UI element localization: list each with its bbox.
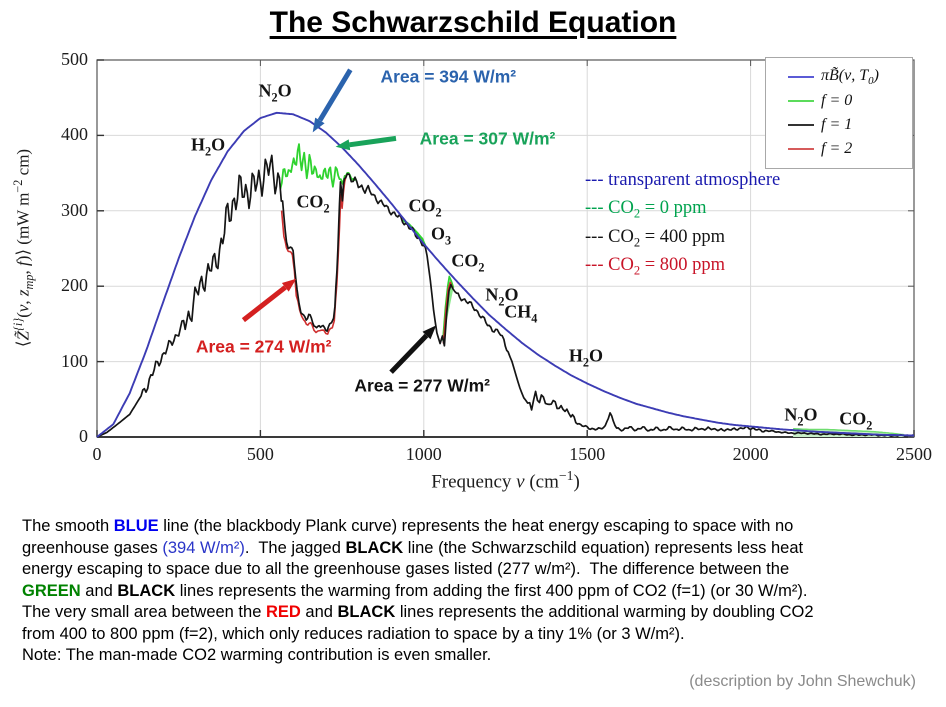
area-annotation: Area = 277 W/m² [354, 375, 490, 396]
x-axis-label: Frequency ν (cm−1) [431, 468, 580, 493]
gas-legend-line: --- CO2 = 400 ppm [585, 226, 726, 250]
legend-entry-label: f = 0 [821, 92, 853, 109]
description-segment: BLACK [345, 538, 404, 557]
x-tick-label: 1000 [405, 444, 442, 464]
molecule-label: CH4 [504, 301, 538, 326]
y-tick-label: 300 [61, 199, 88, 220]
series-f0-o3-spike [442, 275, 455, 341]
legend-entry: f = 0 [766, 89, 912, 113]
legend-line-swatch [788, 76, 814, 78]
description-segment: GREEN [22, 581, 81, 600]
series-planck [96, 111, 914, 438]
annotation-arrow-head [281, 278, 297, 292]
legend-entry-label: f = 1 [821, 116, 853, 133]
area-annotation: Area = 274 W/m² [195, 336, 332, 357]
description-segment: . The jagged [244, 538, 346, 557]
schwarzschild-chart: 0 500 1000 1500 2000 2500 0 100 200 300 400 500 Freq… [0, 48, 946, 506]
description-segment: lines represents the warming from adding… [22, 581, 808, 622]
legend-line-swatch [788, 124, 814, 126]
legend-entry-label: πB̃(ν, T0) [821, 66, 879, 88]
y-axis-label: ⟨Z̃{i}(ν, zmp, f)⟩ (mW m−2 cm) [10, 148, 37, 348]
annotation-arrow-line [241, 285, 287, 323]
legend-entry-label: f = 2 [821, 140, 853, 157]
annotation-arrow-head [422, 325, 437, 340]
y-tick-label: 500 [61, 49, 88, 69]
molecule-label: O3 [431, 223, 452, 247]
description-segment: BLACK [117, 581, 176, 600]
legend-entry: f = 2 [766, 137, 912, 161]
series-f0-band [279, 143, 356, 190]
series-f1 [96, 154, 915, 438]
x-tick-label: 0 [92, 444, 102, 464]
description-segment: line (the blackbody Plank curve) represe… [22, 517, 794, 557]
description-segment: lines represents the additional warming … [22, 603, 814, 664]
gas-legend-line: --- transparent atmosphere [585, 170, 781, 190]
x-tick-label: 1500 [569, 444, 606, 464]
x-tick-label: 2000 [732, 444, 769, 464]
legend-entry: πB̃(ν, T0) [766, 65, 912, 89]
description-segment: BLUE [113, 517, 159, 535]
annotation-arrow-line [317, 68, 353, 122]
molecule-label: CO2 [408, 195, 442, 220]
y-tick-label: 100 [61, 350, 88, 371]
annotation-arrow-head [312, 117, 325, 133]
molecule-label: CO2 [451, 250, 485, 275]
description-text: The smooth BLUE line (the blackbody Plan… [22, 516, 932, 667]
y-tick-label: 0 [79, 426, 88, 446]
legend-line-swatch [788, 100, 814, 102]
description-segment: and [80, 581, 118, 600]
molecule-label: N2O [784, 404, 818, 428]
legend: πB̃(ν, T0) f = 0 f = 1 f = 2 [765, 57, 913, 169]
area-annotation: Area = 394 W/m² [380, 66, 517, 87]
description-segment: RED [265, 603, 301, 621]
page-title: The Schwarzschild Equation [269, 6, 677, 39]
series-f0-tail [793, 427, 905, 436]
annotation-arrow-head [335, 139, 351, 151]
chart-canvas [96, 59, 915, 438]
x-tick-label: 500 [246, 444, 274, 464]
x-tick-label: 2500 [896, 444, 932, 464]
description-segment: (394 W/m²) [162, 538, 245, 557]
description-segment: BLACK [337, 603, 396, 621]
credit-line: (description by John Shewchuk) [689, 672, 916, 690]
description-segment: and [300, 603, 338, 621]
gas-legend-line: --- CO2 = 800 ppm [585, 254, 726, 278]
molecule-label: H2O [191, 134, 226, 158]
legend-line-swatch [788, 148, 814, 150]
molecule-label: CO2 [296, 191, 330, 216]
molecule-label: N2O [258, 80, 292, 105]
annotation-arrow-line [389, 333, 429, 374]
molecule-label: N2O [485, 284, 519, 309]
y-tick-label: 200 [61, 275, 88, 296]
series-f2-o3 [442, 281, 454, 344]
legend-entry: f = 1 [766, 113, 912, 137]
description-segment: line (the Schwarzschild equation) repres… [22, 538, 804, 579]
molecule-label: CO2 [839, 408, 873, 433]
annotation-arrow-line [349, 135, 397, 148]
y-tick-label: 400 [61, 124, 88, 145]
description-segment: The smooth [22, 517, 114, 535]
molecule-label: H2O [568, 345, 603, 370]
area-annotation: Area = 307 W/m² [419, 128, 556, 149]
gas-legend-line: --- CO2 = 0 ppm [585, 198, 707, 221]
